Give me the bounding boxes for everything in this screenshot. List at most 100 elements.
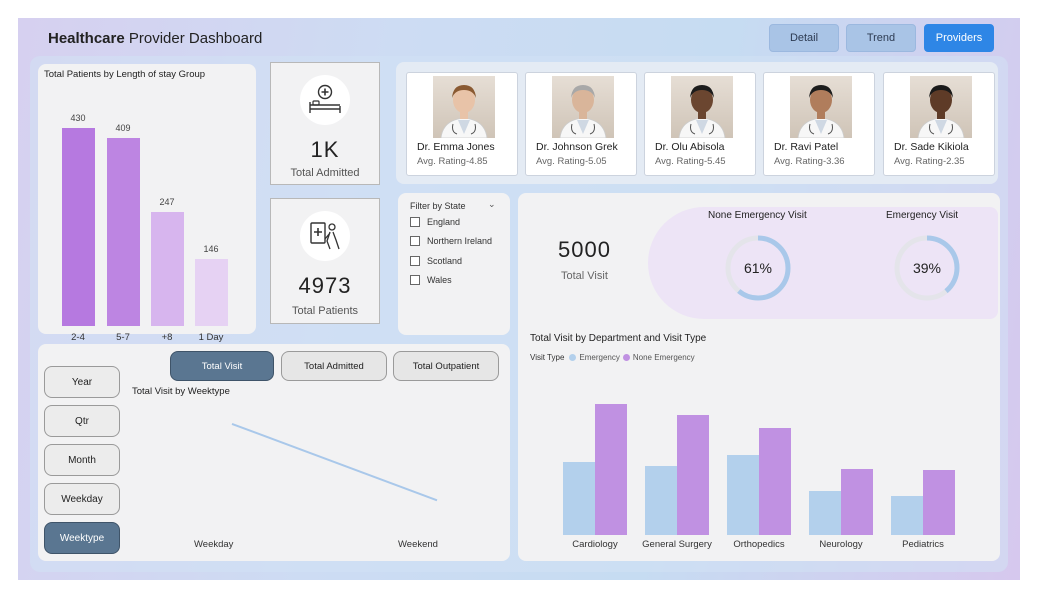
total-visit-label: Total Visit xyxy=(561,270,608,282)
none-emergency-bar[interactable] xyxy=(841,468,873,535)
total-admitted-kpi: 1K Total Admitted xyxy=(270,62,380,185)
doctor-name: Dr. Johnson Grek xyxy=(536,141,618,153)
los-bar[interactable] xyxy=(107,137,140,326)
hospital-bed-icon xyxy=(300,75,350,125)
dept-chart-legend: Visit Type Emergency None Emergency xyxy=(530,353,695,362)
doctor-name: Dr. Ravi Patel xyxy=(774,141,839,153)
legend-none-emergency-label: None Emergency xyxy=(632,353,695,362)
doctor-rating: Avg. Rating-2.35 xyxy=(894,156,965,167)
none-emergency-title: None Emergency Visit xyxy=(708,210,807,221)
state-filter: Filter by State ⌄ England Northern Irela… xyxy=(398,193,510,335)
emergency-bar[interactable] xyxy=(563,462,595,535)
los-category-label: 1 Day xyxy=(198,332,224,343)
month-button[interactable]: Month xyxy=(44,444,120,476)
emergency-bar[interactable] xyxy=(645,465,677,535)
total-visit-toggle[interactable]: Total Visit xyxy=(170,351,274,381)
none-emergency-bar[interactable] xyxy=(759,427,791,535)
dept-category-label: General Surgery xyxy=(642,539,712,550)
legend-emergency-swatch xyxy=(569,354,577,361)
filter-title: Filter by State xyxy=(410,201,466,211)
chevron-down-icon[interactable]: ⌄ xyxy=(488,199,496,209)
patient-icon xyxy=(300,211,350,261)
none-emergency-bar[interactable] xyxy=(595,404,627,535)
doctor-name: Dr. Olu Abisola xyxy=(655,141,725,153)
weektype-chart-title: Total Visit by Weektype xyxy=(132,386,230,397)
legend-none-emergency-swatch xyxy=(622,354,630,361)
legend-emergency-label: Emergency xyxy=(579,353,620,362)
los-bar-value-label: 247 xyxy=(159,197,175,208)
emergency-title: Emergency Visit xyxy=(886,210,959,221)
total-patients-kpi: 4973 Total Patients xyxy=(270,198,380,324)
doctor-card[interactable]: Dr. Johnson Grek Avg. Rating-5.05 xyxy=(525,72,637,176)
los-category-label: 2-4 xyxy=(71,332,85,343)
los-chart-title: Total Patients by Length of stay Group xyxy=(44,69,206,80)
emergency-bar[interactable] xyxy=(809,490,841,535)
dashboard-frame: Healthcare Provider Dashboard Detail Tre… xyxy=(18,18,1020,580)
doctor-card[interactable]: Dr. Sade Kikiola Avg. Rating-2.35 xyxy=(883,72,995,176)
weektype-line-chart xyxy=(231,422,438,502)
checkbox[interactable] xyxy=(410,256,420,266)
los-bar[interactable] xyxy=(195,258,228,326)
weektype-button[interactable]: Weektype xyxy=(44,522,120,554)
emergency-value: 39% xyxy=(912,260,942,276)
weekday-button[interactable]: Weekday xyxy=(44,483,120,515)
doctor-name: Dr. Emma Jones xyxy=(417,141,495,153)
checkbox[interactable] xyxy=(410,217,420,227)
dept-category-label: Orthopedics xyxy=(733,539,785,550)
total-admitted-value: 1K xyxy=(310,137,340,162)
visit-split-background xyxy=(648,207,998,319)
legend-title: Visit Type xyxy=(530,353,565,362)
checkbox[interactable] xyxy=(410,236,420,246)
total-visit-value: 5000 xyxy=(558,237,611,262)
total-admitted-label: Total Admitted xyxy=(290,167,360,179)
doctor-photo xyxy=(433,76,495,138)
doctor-photo xyxy=(910,76,972,138)
visits-panel: 5000 Total Visit None Emergency Visit 61… xyxy=(518,193,1000,561)
total-admitted-toggle[interactable]: Total Admitted xyxy=(281,351,387,381)
emergency-donut xyxy=(894,235,960,301)
total-patients-label: Total Patients xyxy=(291,305,359,317)
total-outpatient-toggle[interactable]: Total Outpatient xyxy=(393,351,499,381)
doctor-rating: Avg. Rating-5.45 xyxy=(655,156,726,167)
none-emergency-bar[interactable] xyxy=(923,470,955,535)
filter-option-wales[interactable]: Wales xyxy=(410,275,452,285)
emergency-bar[interactable] xyxy=(727,454,759,535)
none-emergency-value: 61% xyxy=(743,260,773,276)
los-bar-value-label: 430 xyxy=(70,113,86,123)
qtr-button[interactable]: Qtr xyxy=(44,405,120,437)
doctor-card[interactable]: Dr. Olu Abisola Avg. Rating-5.45 xyxy=(644,72,756,176)
trend-button[interactable]: Trend xyxy=(846,24,916,52)
providers-button[interactable]: Providers xyxy=(924,24,994,52)
doctor-photo xyxy=(671,76,733,138)
los-bar-value-label: 146 xyxy=(203,243,219,254)
filter-option-england[interactable]: England xyxy=(410,217,460,227)
dept-category-label: Pediatrics xyxy=(902,539,944,550)
checkbox[interactable] xyxy=(410,275,420,285)
dept-category-label: Neurology xyxy=(819,539,863,550)
doctor-card[interactable]: Dr. Emma Jones Avg. Rating-4.85 xyxy=(406,72,518,176)
page-title: Healthcare Provider Dashboard xyxy=(48,30,263,47)
x-tick-weekday: Weekday xyxy=(194,539,234,550)
doctor-card[interactable]: Dr. Ravi Patel Avg. Rating-3.36 xyxy=(763,72,875,176)
doctor-rating: Avg. Rating-4.85 xyxy=(417,156,488,167)
dept-category-label: Cardiology xyxy=(572,539,618,550)
x-tick-weekend: Weekend xyxy=(398,539,438,550)
none-emergency-bar[interactable] xyxy=(677,415,709,535)
filter-option-scotland[interactable]: Scotland xyxy=(410,256,462,266)
filter-option-northern-ireland[interactable]: Northern Ireland xyxy=(410,236,492,246)
dept-chart-title: Total Visit by Department and Visit Type xyxy=(530,333,707,344)
los-bar[interactable] xyxy=(62,128,95,326)
doctor-rating: Avg. Rating-3.36 xyxy=(774,156,845,167)
doctor-photo xyxy=(790,76,852,138)
los-bar[interactable] xyxy=(151,212,184,326)
weektype-series-line xyxy=(231,422,438,502)
emergency-bar[interactable] xyxy=(891,495,923,535)
doctor-photo xyxy=(552,76,614,138)
los-chart-card: Total Patients by Length of stay Group 4… xyxy=(38,64,256,343)
year-button[interactable]: Year xyxy=(44,366,120,398)
los-bar-value-label: 409 xyxy=(115,122,131,133)
los-category-label: 5-7 xyxy=(116,332,130,343)
detail-button[interactable]: Detail xyxy=(769,24,839,52)
total-patients-value: 4973 xyxy=(298,273,352,298)
los-category-label: +8 xyxy=(161,332,173,343)
